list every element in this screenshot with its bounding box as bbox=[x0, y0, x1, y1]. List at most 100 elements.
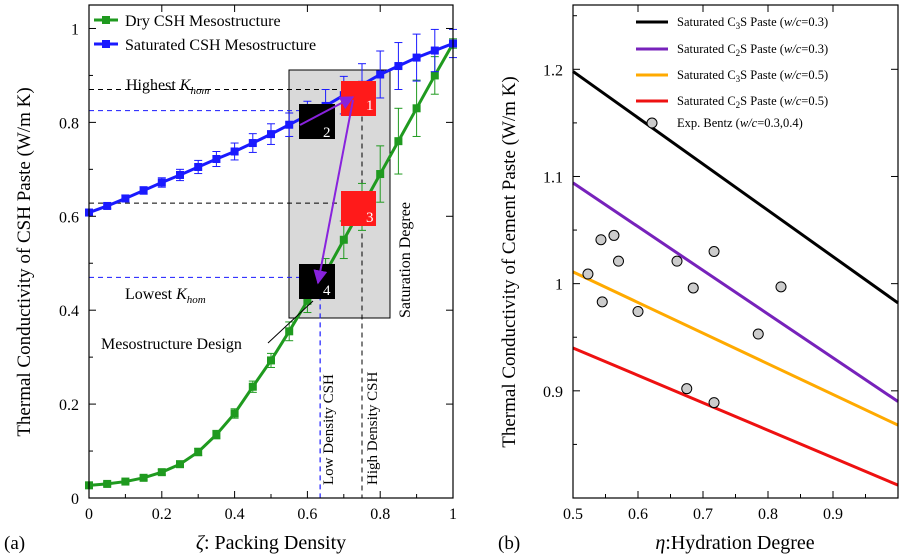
y-tick-label: 1.2 bbox=[543, 62, 563, 79]
experiment-point bbox=[671, 255, 683, 267]
axis-ticks-a: 0 0.2 0.4 0.6 0.8 1 0 0.2 0.4 0.6 0.8 1 bbox=[59, 5, 457, 523]
y-tick-label: 0 bbox=[71, 491, 79, 508]
y-tick-label: 0.8 bbox=[59, 115, 79, 132]
y-tick-label: 0.9 bbox=[543, 384, 563, 401]
data-point bbox=[139, 473, 148, 482]
state-label-1: 1 bbox=[366, 98, 374, 114]
data-point bbox=[157, 178, 166, 187]
panel-b: Saturated C3S Paste (w/c=0.3) Saturated … bbox=[498, 4, 899, 554]
experiment-point bbox=[632, 306, 644, 318]
data-point bbox=[212, 430, 221, 439]
x-tick-label: 0.9 bbox=[823, 506, 843, 523]
bentz-experiment-points bbox=[582, 229, 787, 409]
axis-ticks-b: 0.5 0.6 0.7 0.8 0.9 0.9 1 1.1 1.2 bbox=[543, 5, 898, 523]
data-point bbox=[212, 155, 221, 164]
data-point bbox=[103, 201, 112, 210]
data-point bbox=[376, 170, 385, 179]
prediction-lines bbox=[572, 70, 899, 487]
legend-b-s2: Saturated C2S Paste (w/c=0.3) bbox=[677, 42, 828, 58]
data-point bbox=[376, 70, 385, 79]
experiment-point bbox=[752, 328, 764, 340]
x-tick-label: 0 bbox=[85, 506, 93, 523]
data-point bbox=[194, 162, 203, 171]
experiment-point bbox=[596, 296, 608, 308]
legend-b-s1: Saturated C3S Paste (w/c=0.3) bbox=[677, 15, 828, 31]
series-saturated-csh bbox=[85, 28, 457, 217]
data-point bbox=[248, 382, 257, 391]
design-arrow-2 bbox=[313, 99, 354, 285]
data-point bbox=[103, 479, 112, 488]
x-tick-label: 0.6 bbox=[628, 506, 648, 523]
data-point bbox=[121, 477, 130, 486]
data-point bbox=[412, 53, 421, 62]
data-point bbox=[230, 409, 239, 418]
x-tick-label: 0.2 bbox=[152, 506, 172, 523]
data-point bbox=[412, 104, 421, 113]
panel-label-a: (a) bbox=[4, 533, 25, 554]
data-point bbox=[194, 447, 203, 456]
experiment-point bbox=[687, 282, 699, 294]
data-point bbox=[248, 139, 257, 148]
experiment-point bbox=[775, 281, 787, 293]
xlabel-a: ζ: Packing Density bbox=[196, 532, 346, 554]
x-tick-label: 0.7 bbox=[693, 506, 713, 523]
data-point bbox=[157, 468, 166, 477]
y-tick-label: 0.4 bbox=[59, 303, 79, 320]
legend-b: Saturated C3S Paste (w/c=0.3) Saturated … bbox=[636, 15, 828, 130]
legend-a: Dry CSH Mesostructure Saturated CSH Meso… bbox=[94, 13, 316, 54]
low-density-label: Low Density CSH bbox=[321, 374, 337, 485]
experiment-point bbox=[608, 229, 620, 241]
data-point bbox=[430, 71, 439, 80]
x-tick-label: 0.6 bbox=[297, 506, 317, 523]
prediction-line-3 bbox=[572, 270, 899, 427]
lowest-khom-label: Lowest Khom bbox=[125, 286, 206, 306]
design-pointer bbox=[267, 300, 314, 344]
legend-a-saturated: Saturated CSH Mesostructure bbox=[125, 37, 316, 54]
prediction-line-2 bbox=[572, 181, 899, 403]
ylabel-b: Thermal Conductivity of Cement Paste (W/… bbox=[499, 76, 520, 447]
y-tick-label: 0.6 bbox=[59, 209, 79, 226]
state-label-4: 4 bbox=[323, 283, 331, 299]
highest-khom-label: Highest Khom bbox=[126, 77, 209, 97]
xlabel-b: η:Hydration Degree bbox=[655, 532, 814, 554]
data-point bbox=[139, 186, 148, 195]
state-label-2: 2 bbox=[323, 125, 331, 141]
experiment-point bbox=[613, 255, 624, 267]
experiment-point bbox=[708, 397, 720, 409]
high-density-label: High Density CSH bbox=[365, 371, 381, 485]
reference-lines bbox=[89, 89, 363, 498]
y-tick-label: 0.2 bbox=[59, 397, 79, 414]
legend-b-s4: Saturated C2S Paste (w/c=0.5) bbox=[677, 94, 828, 110]
data-point bbox=[394, 137, 403, 146]
x-tick-label: 1 bbox=[449, 506, 457, 523]
series-dry-csh bbox=[85, 38, 457, 490]
y-tick-label: 1 bbox=[71, 21, 79, 38]
mesostructure-design-label: Mesostructure Design bbox=[101, 336, 242, 353]
data-point bbox=[267, 356, 275, 365]
data-point bbox=[267, 130, 275, 139]
legend-b-s3: Saturated C3S Paste (w/c=0.5) bbox=[677, 68, 828, 84]
legend-b-exp: Exp. Bentz (w/c=0.3,0.4) bbox=[677, 116, 803, 130]
data-point bbox=[176, 170, 184, 179]
x-tick-label: 0.8 bbox=[370, 506, 390, 523]
data-point bbox=[230, 147, 239, 156]
y-tick-label: 1 bbox=[555, 277, 563, 294]
data-point bbox=[339, 235, 348, 244]
data-point bbox=[121, 194, 130, 203]
saturation-degree-label: Saturation Degree bbox=[397, 202, 414, 318]
state-box-3 bbox=[341, 191, 376, 226]
data-point bbox=[394, 62, 403, 71]
data-point bbox=[176, 460, 184, 469]
panel-a: 1 2 3 4 Highest Khom Lowest Khom Mesostr… bbox=[4, 4, 457, 554]
legend-a-dry: Dry CSH Mesostructure bbox=[125, 13, 281, 30]
state-label-3: 3 bbox=[366, 210, 374, 226]
prediction-line-1 bbox=[572, 70, 899, 305]
design-arrow-1 bbox=[299, 96, 355, 126]
data-point bbox=[430, 46, 439, 55]
x-tick-label: 0.8 bbox=[758, 506, 778, 523]
x-tick-label: 0.5 bbox=[563, 506, 583, 523]
x-tick-label: 0.4 bbox=[225, 506, 245, 523]
data-point bbox=[303, 296, 312, 305]
data-point bbox=[285, 120, 294, 129]
experiment-point bbox=[708, 246, 720, 257]
